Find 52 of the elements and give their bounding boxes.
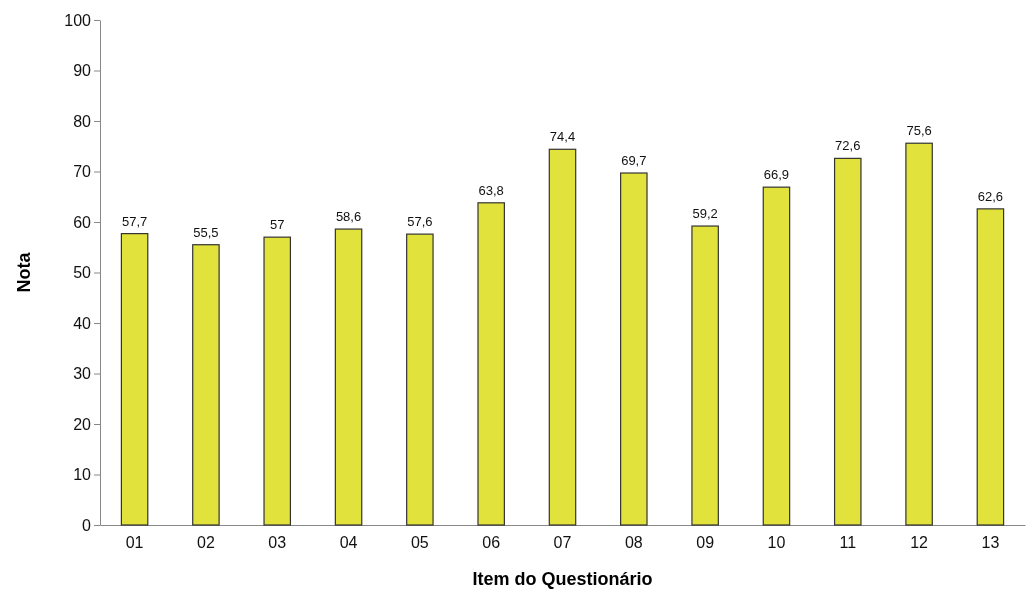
x-tick-label: 08 bbox=[624, 534, 643, 552]
y-tick-label: 10 bbox=[73, 466, 92, 484]
y-tick-label: 70 bbox=[73, 163, 92, 181]
x-tick-label: 04 bbox=[339, 534, 358, 552]
y-tick-label: 20 bbox=[73, 415, 92, 433]
x-tick-label: 09 bbox=[696, 534, 715, 552]
x-tick-label: 01 bbox=[125, 534, 144, 552]
bar bbox=[905, 142, 933, 526]
x-tick-label: 11 bbox=[839, 534, 857, 552]
x-tick-label: 03 bbox=[268, 534, 287, 552]
x-tick-label: 05 bbox=[410, 534, 429, 552]
y-tick-label: 0 bbox=[82, 516, 92, 534]
y-tick-label: 50 bbox=[73, 264, 92, 282]
y-tick-label: 100 bbox=[64, 11, 92, 29]
bar bbox=[762, 186, 791, 526]
data-label: 69,7 bbox=[621, 153, 647, 169]
y-tick-label: 80 bbox=[73, 112, 92, 130]
data-label: 57 bbox=[269, 217, 285, 233]
y-tick-label: 90 bbox=[73, 62, 92, 80]
y-tick-label: 40 bbox=[73, 314, 92, 332]
data-label: 72,6 bbox=[835, 138, 861, 154]
x-axis-title: Item do Questionário bbox=[472, 569, 653, 589]
bar bbox=[192, 244, 220, 526]
bar bbox=[548, 148, 577, 526]
data-label: 74,4 bbox=[549, 129, 576, 145]
x-tick-label: 02 bbox=[197, 534, 215, 552]
bar bbox=[263, 236, 292, 526]
x-tick-label: 13 bbox=[981, 534, 1000, 552]
data-label: 59,2 bbox=[692, 206, 718, 222]
x-tick-label: 07 bbox=[553, 534, 572, 552]
bar bbox=[833, 157, 862, 526]
data-label: 57,7 bbox=[121, 213, 148, 229]
data-label: 58,6 bbox=[335, 209, 362, 225]
bar bbox=[620, 172, 648, 526]
bar bbox=[477, 202, 505, 526]
data-label: 62,6 bbox=[977, 188, 1004, 204]
x-tick-label: 06 bbox=[482, 534, 501, 552]
data-label: 75,6 bbox=[906, 123, 932, 139]
data-label: 57,6 bbox=[407, 214, 433, 230]
y-axis-title: Nota bbox=[14, 251, 34, 293]
bar bbox=[334, 228, 363, 526]
bar bbox=[691, 225, 719, 526]
y-tick-label: 30 bbox=[73, 365, 92, 383]
bar bbox=[406, 233, 434, 526]
y-tick-label: 60 bbox=[73, 213, 92, 231]
x-tick-label: 12 bbox=[910, 534, 929, 552]
bar bbox=[976, 208, 1005, 526]
data-label: 55,5 bbox=[193, 224, 219, 240]
data-label: 63,8 bbox=[478, 182, 504, 198]
data-label: 66,9 bbox=[763, 167, 790, 183]
bar bbox=[120, 233, 149, 526]
x-tick-label: 10 bbox=[767, 534, 786, 552]
